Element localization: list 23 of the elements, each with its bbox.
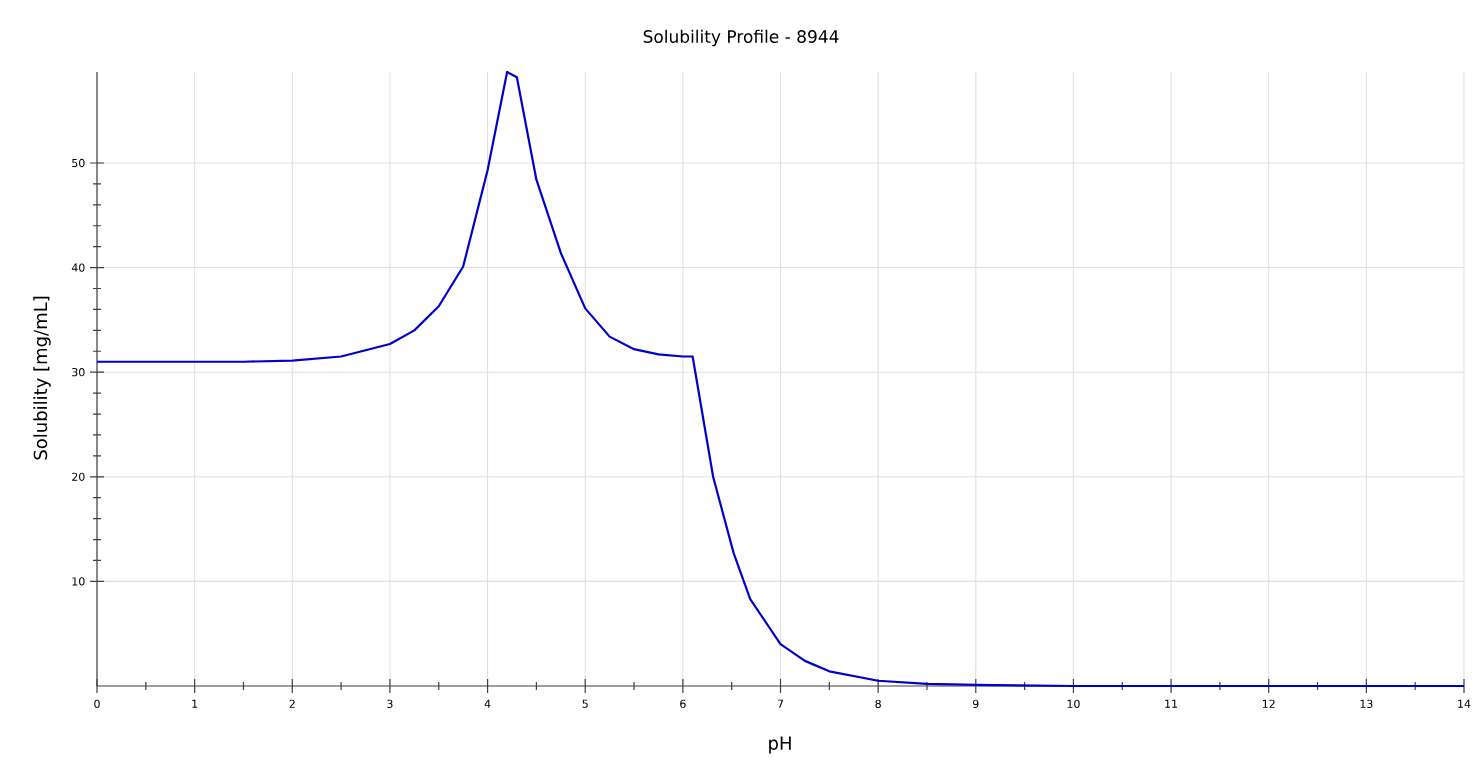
y-tick-label: 40 bbox=[71, 263, 85, 272]
x-tick-label: 0 bbox=[94, 699, 100, 709]
chart-title: Solubility Profile - 8944 bbox=[643, 29, 839, 47]
x-tick-label: 4 bbox=[484, 699, 491, 708]
x-axis-title: pH bbox=[769, 736, 791, 754]
y-tick-label: 20 bbox=[72, 472, 85, 481]
x-tick-label: 2 bbox=[289, 699, 295, 708]
y-tick-label: 50 bbox=[72, 158, 85, 168]
x-tick-label: 5 bbox=[582, 699, 588, 708]
x-tick-label: 10 bbox=[1067, 699, 1080, 709]
x-tick-label: 14 bbox=[1458, 699, 1471, 708]
y-axis-title: Solubility [mg/mL] bbox=[33, 296, 51, 460]
y-tick-label: 10 bbox=[72, 577, 85, 586]
x-tick-label: 6 bbox=[680, 699, 686, 709]
x-tick-label: 8 bbox=[875, 699, 881, 709]
y-tick-label: 30 bbox=[72, 368, 85, 377]
x-tick-label: 1 bbox=[192, 699, 198, 708]
x-tick-label: 9 bbox=[972, 699, 979, 709]
x-tick-label: 7 bbox=[777, 699, 784, 708]
x-tick-label: 13 bbox=[1360, 699, 1373, 709]
x-tick-label: 3 bbox=[387, 699, 393, 709]
x-tick-label: 12 bbox=[1262, 699, 1275, 708]
x-tick-label: 11 bbox=[1165, 699, 1178, 708]
